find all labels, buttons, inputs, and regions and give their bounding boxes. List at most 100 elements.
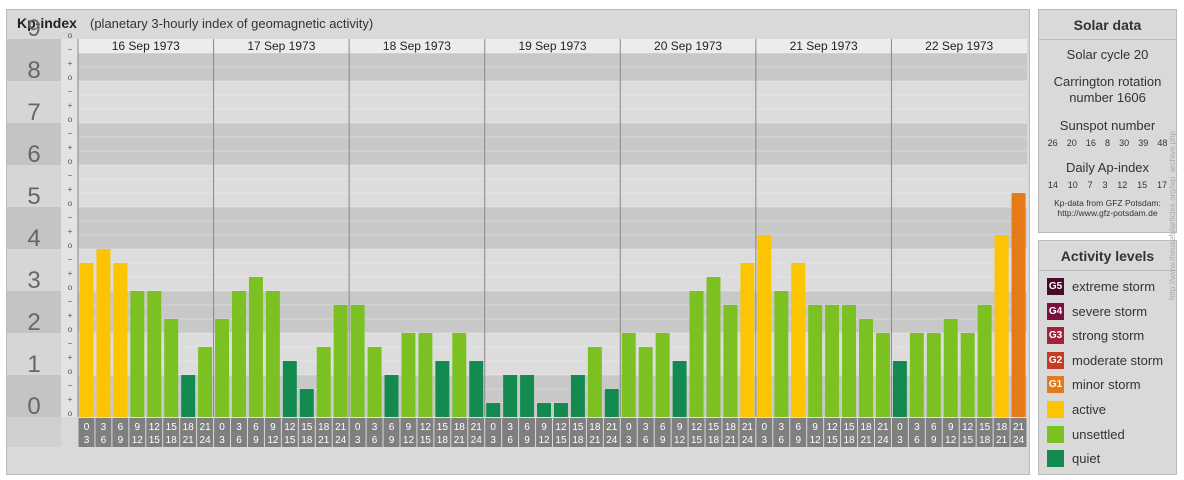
hour-start-label: 9 — [135, 422, 141, 433]
hour-end-label: 15 — [149, 435, 161, 446]
hour-end-label: 12 — [538, 435, 550, 446]
minor-tick-label: o — [68, 241, 73, 250]
minor-tick-label: + — [68, 395, 73, 404]
hour-start-label: 6 — [660, 422, 666, 433]
minor-tick-label: − — [68, 381, 73, 390]
y-axis-cell — [7, 207, 61, 249]
hour-cell — [129, 418, 146, 447]
minor-tick-label: − — [68, 87, 73, 96]
hour-end-label: 18 — [572, 435, 584, 446]
kp-band — [78, 165, 1027, 207]
hour-start-label: 3 — [507, 422, 513, 433]
kp-bar — [842, 304, 857, 417]
hour-start-label: 3 — [372, 422, 378, 433]
minor-tick-label: o — [68, 31, 73, 40]
hour-cell — [722, 418, 739, 447]
kp-bar — [791, 262, 806, 417]
minor-tick-label: − — [68, 255, 73, 264]
hour-end-label: 6 — [778, 435, 784, 446]
kp-bar — [333, 304, 348, 417]
legend-label: strong storm — [1072, 328, 1145, 344]
kp-bar — [994, 235, 1009, 417]
minor-tick-label: o — [68, 325, 73, 334]
y-axis-cell — [7, 249, 61, 291]
kp-bar — [537, 403, 551, 417]
hour-end-label: 15 — [555, 435, 567, 446]
hour-start-label: 9 — [812, 422, 818, 433]
hour-start-label: 9 — [948, 422, 954, 433]
hour-start-label: 9 — [270, 422, 276, 433]
hour-start-label: 18 — [183, 422, 195, 433]
hour-start-label: 3 — [914, 422, 920, 433]
hour-cell — [807, 418, 824, 447]
hour-end-label: 9 — [524, 435, 530, 446]
minor-tick-label: o — [68, 367, 73, 376]
day-label: 20 Sep 1973 — [654, 39, 722, 53]
hour-cell — [773, 418, 790, 447]
hour-end-label: 6 — [236, 435, 242, 446]
kp-bar — [113, 262, 128, 417]
kp-bar — [384, 375, 399, 417]
kp-bar — [655, 333, 670, 417]
credit-line-1: Kp-data from GFZ Potsdam: — [1054, 198, 1161, 208]
hour-end-label: 12 — [810, 435, 822, 446]
day-label: 22 Sep 1973 — [925, 39, 993, 53]
y-axis-cell — [7, 333, 61, 375]
kp-bar — [181, 375, 196, 417]
hour-end-label: 3 — [355, 435, 361, 446]
ap-index-value: 15 — [1137, 180, 1148, 190]
y-tick-label: 0 — [27, 393, 40, 420]
legend-swatch: G1 — [1047, 376, 1064, 394]
hour-cell — [756, 418, 773, 447]
kp-bar — [570, 375, 585, 417]
activity-levels-panel: Activity levels G5 extreme storm G4 severe … — [1038, 240, 1177, 475]
hour-end-label: 21 — [996, 435, 1008, 446]
day-label: 21 Sep 1973 — [790, 39, 858, 53]
hour-start-label: 12 — [555, 422, 567, 433]
hour-start-label: 15 — [301, 422, 313, 433]
hour-cell — [231, 418, 247, 447]
hour-end-label: 12 — [403, 435, 415, 446]
hour-cell — [264, 418, 281, 447]
ap-index-value: 17 — [1156, 180, 1167, 190]
hour-end-label: 3 — [626, 435, 632, 446]
sunspot-values: 26 20 16 8 30 39 48 — [1039, 138, 1176, 148]
hour-cell — [417, 418, 434, 447]
sunspot-value: 30 — [1119, 138, 1130, 148]
hour-end-label: 24 — [471, 435, 483, 446]
hour-cell — [603, 418, 620, 447]
hour-cell — [586, 418, 603, 447]
y-axis-cell — [7, 291, 61, 333]
minor-tick-band — [61, 39, 78, 417]
minor-tick-label: − — [68, 339, 73, 348]
kp-bar — [604, 388, 619, 417]
solar-data-panel: Solar data Solar cycle 20 Carrington rot… — [1038, 9, 1177, 233]
hour-cell — [197, 418, 214, 447]
kp-band — [78, 249, 1027, 291]
hour-cell — [824, 418, 841, 447]
y-axis-cell — [7, 39, 61, 81]
kp-bar — [808, 304, 823, 417]
hour-cell — [95, 418, 112, 447]
legend-item: active — [1039, 399, 1176, 424]
hour-cell — [620, 418, 637, 447]
hour-start-label: 9 — [677, 422, 683, 433]
kp-bar — [282, 361, 297, 417]
hour-cell — [739, 418, 756, 447]
kp-bar — [164, 319, 179, 417]
solar-cycle: Solar cycle 20 — [1066, 47, 1149, 62]
y-tick-label: 4 — [27, 225, 40, 252]
kp-bar — [757, 235, 772, 417]
chart-subtitle: (planetary 3-hourly index of geomagnetic… — [90, 16, 374, 31]
sunspot-value: 26 — [1047, 138, 1058, 148]
legend-swatch: G4 — [1047, 302, 1064, 320]
kp-bar — [198, 346, 213, 417]
hour-cell — [112, 418, 129, 447]
ap-index-value: 3 — [1102, 180, 1108, 190]
hour-start-label: 12 — [149, 422, 161, 433]
sunspot-value: 8 — [1104, 138, 1110, 148]
kp-bar — [689, 291, 704, 417]
legend-item: G4 severe storm — [1039, 301, 1176, 326]
hour-end-label: 9 — [660, 435, 666, 446]
hour-start-label: 0 — [355, 422, 361, 433]
